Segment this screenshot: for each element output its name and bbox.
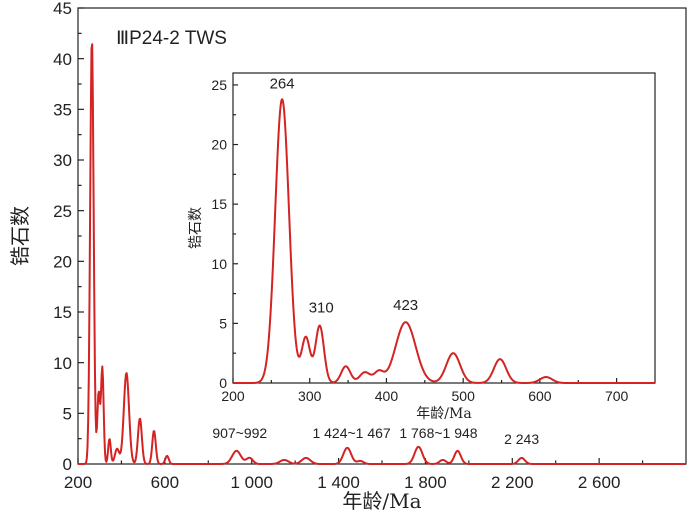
main-plot: 200 600 1 000 1 400 1 800 2 200 2 600051015202… (8, 0, 687, 513)
main-x-tick-label: 600 (151, 473, 179, 492)
inset-x-tick-label: 600 (528, 388, 552, 404)
main-y-tick-label: 30 (53, 151, 72, 170)
inset-y-tick-label: 20 (211, 137, 227, 153)
main-y-tick-label: 45 (53, 0, 72, 18)
inset-y-tick-label: 10 (211, 256, 227, 272)
inset-plot: 200 300 400 500 600 700 0 5 10 15 20 25 年龄/Ma 锆石数 264 3… (188, 72, 656, 422)
main-y-tick-label: 25 (53, 202, 72, 221)
inset-y-tick-label: 5 (219, 315, 227, 331)
inset-y-tick-label: 0 (219, 375, 227, 391)
main-x-axis-label: 年龄/Ma (342, 489, 421, 513)
main-y-tick-label: 20 (53, 252, 72, 271)
main-title: ⅢP24-2 TWS (116, 28, 227, 49)
inset-peak-annotation: 423 (393, 297, 418, 314)
inset-peak-annotation: 310 (309, 300, 334, 317)
main-y-tick-label: 5 (63, 404, 72, 423)
main-x-tick-label: 200 (64, 473, 92, 492)
inset-x-axis-label: 年龄/Ma (416, 406, 471, 422)
inset-y-tick-label: 15 (211, 196, 227, 212)
inset-frame (232, 72, 656, 384)
inset-x-tick-label: 700 (605, 388, 629, 404)
main-peak-annotation: 907~992 (212, 425, 267, 441)
inset-x-tick-label: 500 (452, 388, 476, 404)
main-peak-annotation: 1 768~1 948 (399, 425, 477, 441)
inset-kde-curve (232, 98, 656, 384)
main-y-tick-label: 40 (53, 50, 72, 69)
inset-x-tick-label: 400 (375, 388, 399, 404)
main-y-tick-label: 15 (53, 303, 72, 322)
inset-x-tick-label: 300 (298, 388, 322, 404)
inset-y-tick-label: 25 (211, 77, 227, 93)
main-x-tick-label: 2 200 (491, 473, 534, 492)
inset-x-tick-label: 200 (221, 388, 245, 404)
main-x-tick-label: 2 600 (578, 473, 621, 492)
inset-y-axis-label: 锆石数 (188, 207, 204, 249)
main-peak-annotation: 2 243 (504, 431, 539, 447)
main-x-tick-label: 1 800 (404, 473, 447, 492)
main-x-tick-label: 1 000 (230, 473, 273, 492)
main-y-tick-label: 0 (63, 455, 72, 474)
main-x-tick-label: 1 400 (317, 473, 360, 492)
main-y-tick-label: 35 (53, 100, 72, 119)
inset-peak-annotation: 264 (270, 75, 295, 92)
main-kde-curve (77, 43, 687, 465)
inset-background (233, 73, 655, 383)
main-y-tick-label: 10 (53, 354, 72, 373)
main-peak-annotation: 1 424~1 467 (312, 425, 390, 441)
main-y-axis-label: 锆石数 (8, 206, 32, 266)
